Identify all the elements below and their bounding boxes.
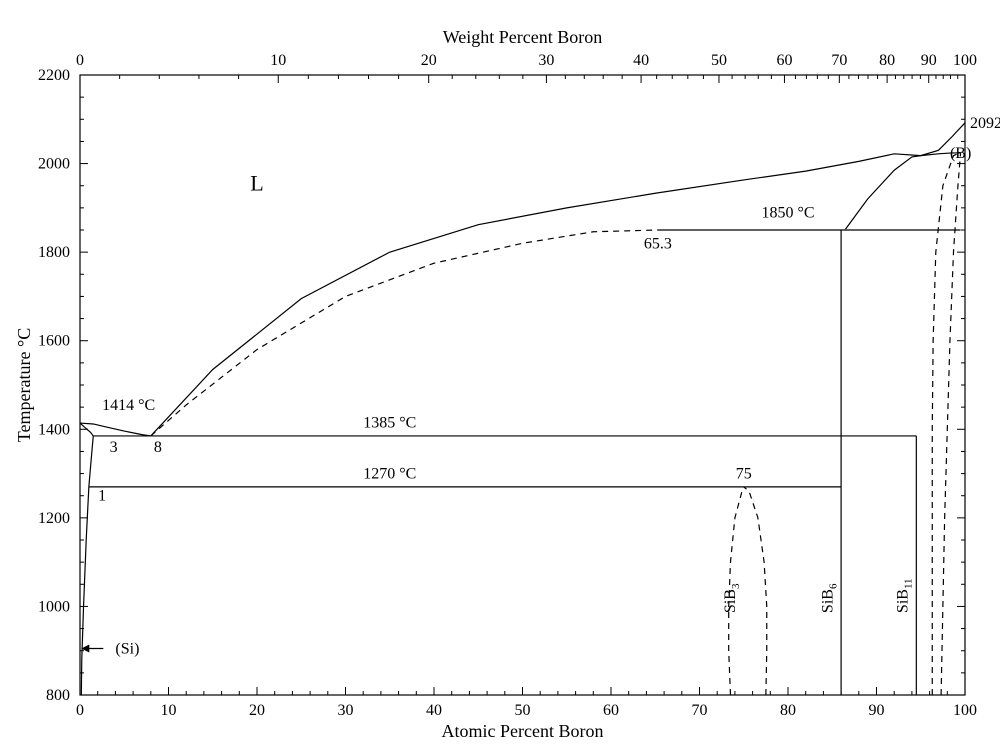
phase-diagram-chart: 0102030405060708090100Atomic Percent Bor…	[0, 0, 1000, 750]
xb-tick-label: 100	[953, 702, 977, 719]
svg-text:SiB11: SiB11	[894, 578, 914, 613]
b-solvus-left	[932, 153, 959, 695]
xt-tick-label: 80	[879, 52, 895, 69]
label-si: (Si)	[115, 641, 139, 658]
xt-tick-label: 0	[76, 52, 84, 69]
label-75: 75	[736, 466, 752, 483]
xt-tick-label: 70	[831, 52, 847, 69]
label-sib3: SiB3	[722, 583, 742, 613]
label-65-3: 65.3	[644, 235, 672, 252]
y-tick-label: 1000	[38, 598, 70, 615]
y-tick-label: 1400	[38, 421, 70, 438]
liquidus-left	[80, 423, 151, 436]
y-tick-label: 2200	[38, 67, 70, 84]
xb-tick-label: 40	[426, 702, 442, 719]
xb-tick-label: 80	[780, 702, 796, 719]
label-1850: 1850 °C	[761, 204, 814, 221]
label-L: L	[250, 171, 263, 196]
svg-text:SiB6: SiB6	[819, 583, 839, 613]
y-tick-label: 800	[46, 687, 70, 704]
xt-tick-label: 90	[921, 52, 937, 69]
xb-tick-label: 60	[603, 702, 619, 719]
label-sib11: SiB11	[894, 578, 914, 613]
y-tick-label: 1800	[38, 244, 70, 261]
xb-tick-label: 50	[515, 702, 531, 719]
top-sib11	[846, 156, 921, 230]
label-1385: 1385 °C	[363, 415, 416, 432]
label-1270: 1270 °C	[363, 466, 416, 483]
xb-tick-label: 90	[869, 702, 885, 719]
xb-tick-label: 10	[161, 702, 177, 719]
sib3-right	[744, 487, 767, 695]
xt-tick-label: 50	[711, 52, 727, 69]
y-tick-label: 1200	[38, 510, 70, 527]
label-b: (B)	[950, 145, 971, 162]
x-top-axis-label: Weight Percent Boron	[443, 27, 603, 47]
y-tick-label: 2000	[38, 156, 70, 173]
xt-tick-label: 30	[538, 52, 554, 69]
y-tick-label: 1600	[38, 333, 70, 350]
xb-tick-label: 30	[338, 702, 354, 719]
dashed-eutectic	[151, 230, 658, 436]
label-3: 3	[110, 439, 118, 456]
label-1414: 1414 °C	[102, 397, 155, 414]
label-2092: 2092°C	[970, 115, 1000, 132]
xb-tick-label: 20	[249, 702, 265, 719]
svg-text:SiB3: SiB3	[722, 583, 742, 613]
liquidus-main	[151, 123, 965, 436]
y-axis-label: Temperature °C	[14, 328, 34, 442]
x-bottom-axis-label: Atomic Percent Boron	[442, 721, 604, 741]
label-sib6: SiB6	[819, 583, 839, 613]
b-solvus-right	[941, 153, 960, 695]
si-solvus	[81, 436, 93, 695]
xt-tick-label: 20	[421, 52, 437, 69]
label-1: 1	[98, 488, 106, 505]
xb-tick-label: 0	[76, 702, 84, 719]
xb-tick-label: 70	[692, 702, 708, 719]
label-8: 8	[154, 439, 162, 456]
xt-tick-label: 10	[270, 52, 286, 69]
xt-tick-label: 100	[953, 52, 977, 69]
xt-tick-label: 40	[633, 52, 649, 69]
xt-tick-label: 60	[776, 52, 792, 69]
